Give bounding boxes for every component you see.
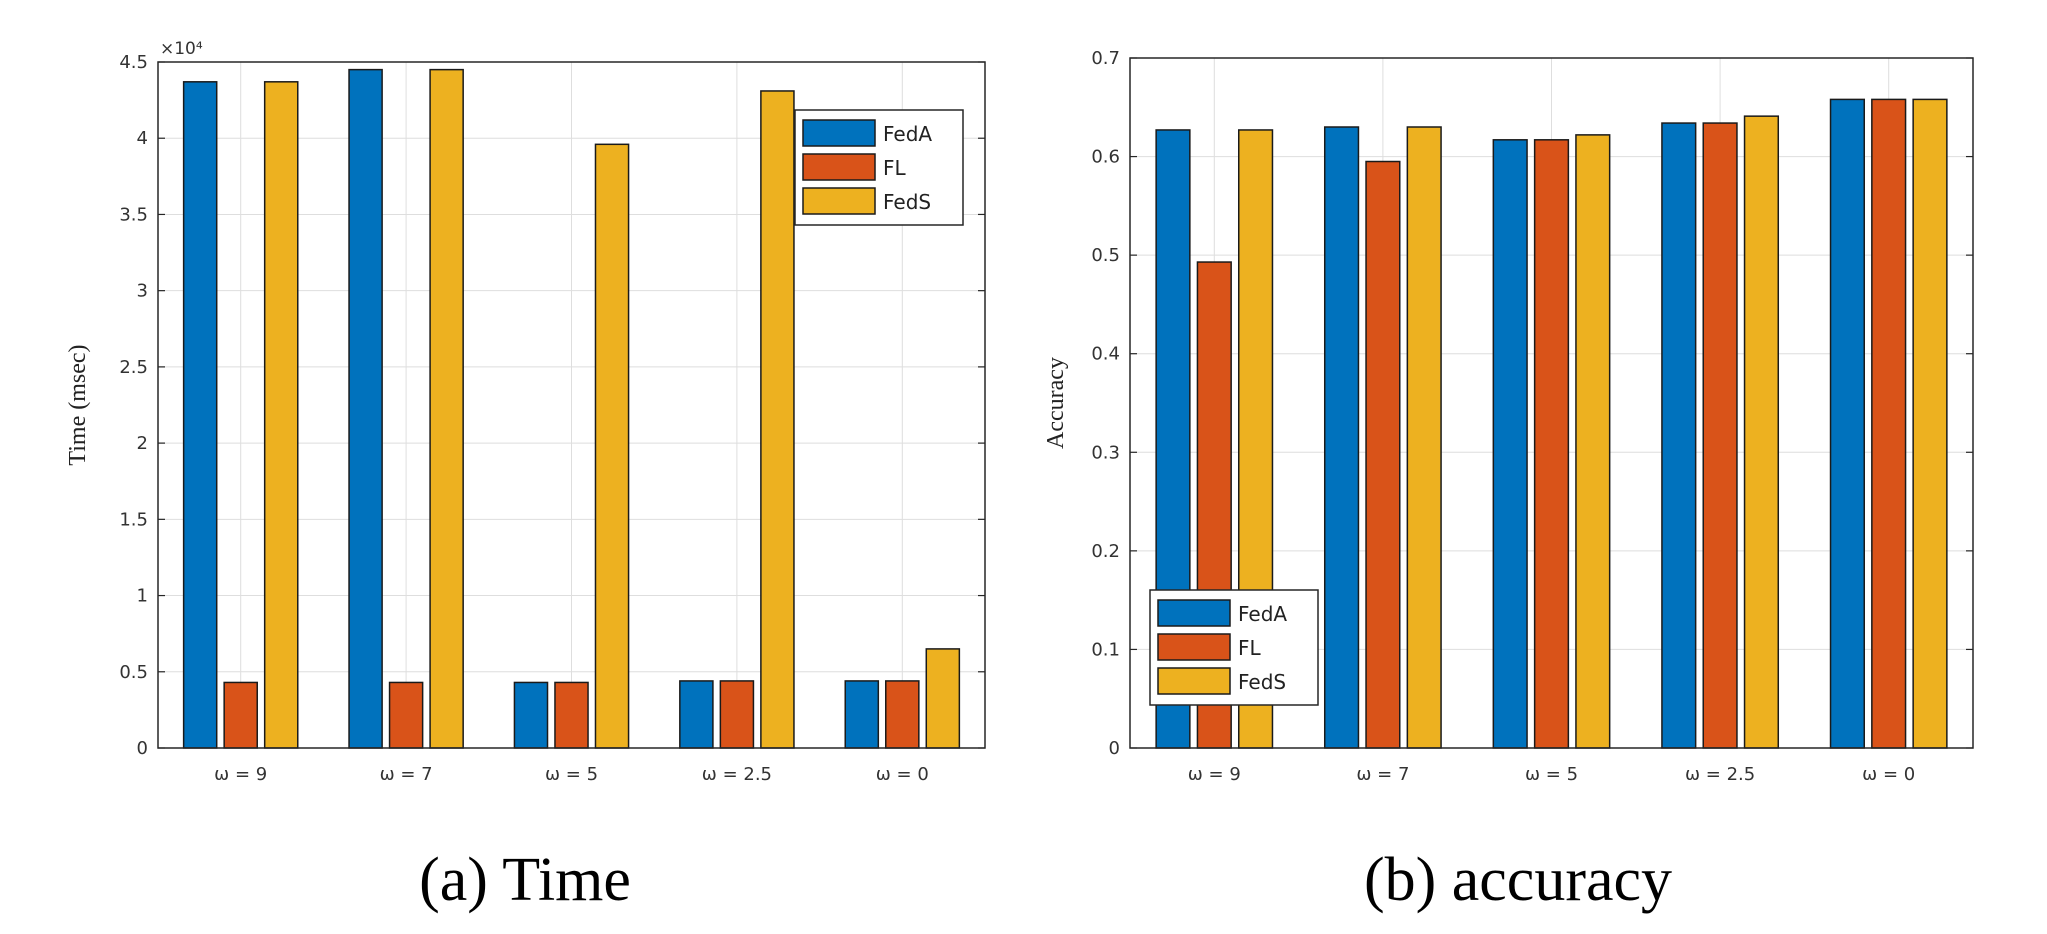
caption-accuracy: (b) accuracy <box>1364 846 1672 914</box>
chart-accuracy: 0 0.1 0.2 0.3 0.4 0.5 0.6 0.7 ω = 9 ω = 7 ω = 5 ω =… <box>1043 48 1974 785</box>
x-tick-label: ω = 9 <box>214 764 267 785</box>
y-tick-label: 2.5 <box>119 357 148 378</box>
bar-feds-2 <box>1575 134 1611 749</box>
y-tick-label: 0.1 <box>1091 639 1120 660</box>
bar-fl-4 <box>1871 98 1907 749</box>
legend-label-feds: FedS <box>883 190 931 214</box>
bar-fl-1 <box>388 681 424 749</box>
y-tick-label: 3.5 <box>119 204 148 225</box>
bar-feda-4 <box>1829 98 1866 749</box>
bar-fl-2 <box>1533 139 1570 749</box>
bar-feda-4 <box>844 680 880 749</box>
y-axis-label: Time (msec) <box>65 344 91 465</box>
bar-fl-3 <box>1702 122 1738 749</box>
legend-swatch-feda <box>1157 599 1231 627</box>
x-tick-label: ω = 2.5 <box>702 764 772 785</box>
y-tick-label: 0 <box>137 738 148 759</box>
x-tick-label: ω = 5 <box>545 764 598 785</box>
y-tick-label: 0.3 <box>1091 442 1120 463</box>
bar-feda-1 <box>1323 126 1360 749</box>
y-axis-label: Accuracy <box>1043 357 1069 449</box>
legend-label-fl: FL <box>1238 636 1262 660</box>
x-tick-label: ω = 7 <box>1356 764 1409 785</box>
y-tick-label: 0.2 <box>1091 541 1120 562</box>
y-exponent-label: ×10⁴ <box>160 39 203 59</box>
y-tick-label: 0.6 <box>1091 147 1120 168</box>
legend-label-feda: FedA <box>883 122 932 146</box>
legend-label-feda: FedA <box>1238 602 1287 626</box>
bar-fl-3 <box>719 680 755 749</box>
y-tick-label: 3 <box>137 281 148 302</box>
bar-feds-2 <box>594 143 630 749</box>
bar-feda-3 <box>1661 122 1697 749</box>
bar-feds-0 <box>263 81 299 749</box>
axes-box <box>157 61 986 749</box>
x-tick-label: ω = 0 <box>1862 764 1915 785</box>
bar-feda-0 <box>182 81 218 749</box>
bar-feds-3 <box>760 90 795 749</box>
bar-feda-1 <box>348 68 383 749</box>
bar-feda-2 <box>513 681 549 749</box>
x-tick-label: ω = 2.5 <box>1685 764 1755 785</box>
y-tick-label: 0.4 <box>1091 344 1120 365</box>
y-tick-label: 0 <box>1109 738 1120 759</box>
legend-swatch-feds <box>1157 667 1231 695</box>
legend-swatch-fl <box>802 153 876 181</box>
bar-fl-4 <box>885 680 920 749</box>
bar-fl-1 <box>1365 160 1401 749</box>
y-tick-label: 0.5 <box>1091 245 1120 266</box>
x-tick-label: ω = 7 <box>380 764 433 785</box>
y-tick-label: 0.7 <box>1091 48 1120 69</box>
axes-box <box>1129 57 1974 749</box>
legend-swatch-fl <box>1157 633 1231 661</box>
legend-label-fl: FL <box>883 156 907 180</box>
x-tick-label: ω = 0 <box>876 764 929 785</box>
y-tick-label: 1 <box>137 586 148 607</box>
legend-swatch-feda <box>802 119 876 147</box>
bar-feds-3 <box>1743 115 1780 749</box>
bar-fl-0 <box>223 681 258 749</box>
bar-fl-2 <box>554 681 589 749</box>
x-tick-label: ω = 9 <box>1188 764 1241 785</box>
bar-feds-4 <box>1912 98 1948 749</box>
legend-label-feds: FedS <box>1238 670 1286 694</box>
bar-feds-1 <box>429 68 464 749</box>
y-tick-label: 4 <box>137 128 148 149</box>
chart-time: 0 0.5 1 1.5 2 2.5 3 3.5 4 4.5 ω = 9 ω = 7 ω = 5 ω = 2… <box>65 39 986 785</box>
bar-feda-2 <box>1492 139 1528 749</box>
bar-feda-3 <box>679 680 714 749</box>
y-tick-label: 4.5 <box>119 52 148 73</box>
x-tick-label: ω = 5 <box>1525 764 1578 785</box>
y-tick-label: 0.5 <box>119 662 148 683</box>
y-tick-label: 2 <box>137 433 148 454</box>
caption-time: (a) Time <box>419 846 631 914</box>
legend-swatch-feds <box>802 187 876 215</box>
bar-feds-4 <box>925 648 961 749</box>
bar-feds-1 <box>1406 126 1442 749</box>
y-tick-label: 1.5 <box>119 509 148 530</box>
